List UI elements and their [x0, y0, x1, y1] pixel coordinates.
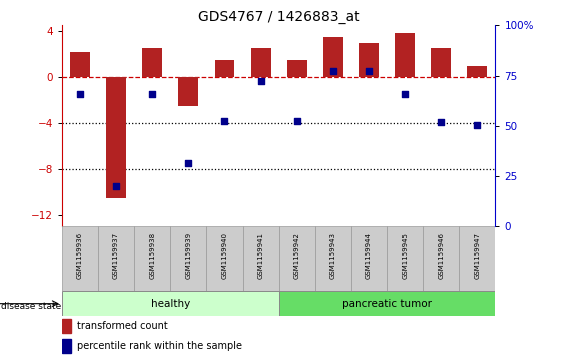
Text: GSM1159936: GSM1159936	[77, 232, 83, 279]
Bar	[467, 66, 488, 77]
Text: disease state: disease state	[1, 302, 61, 311]
Point	[437, 119, 446, 125]
Text: percentile rank within the sample: percentile rank within the sample	[77, 341, 242, 351]
Point	[473, 122, 482, 128]
Bar	[279, 291, 495, 316]
Bar	[395, 33, 415, 77]
Bar	[279, 227, 315, 291]
Point	[220, 118, 229, 124]
Bar	[351, 227, 387, 291]
Bar	[62, 227, 98, 291]
Text: transformed count: transformed count	[77, 321, 168, 331]
Text: GSM1159941: GSM1159941	[258, 232, 263, 279]
Title: GDS4767 / 1426883_at: GDS4767 / 1426883_at	[198, 11, 360, 24]
Text: GSM1159944: GSM1159944	[366, 232, 372, 278]
Point	[292, 118, 301, 124]
Bar	[423, 227, 459, 291]
Point	[111, 183, 120, 189]
Bar	[62, 291, 279, 316]
Point	[364, 69, 373, 74]
Text: healthy: healthy	[151, 299, 190, 309]
Point	[75, 91, 84, 97]
Bar	[359, 42, 379, 77]
Point	[184, 160, 193, 166]
Bar	[287, 60, 307, 77]
Bar	[315, 227, 351, 291]
Point	[148, 91, 157, 97]
Bar	[106, 77, 126, 198]
Bar	[243, 227, 279, 291]
Bar	[178, 77, 198, 106]
Bar	[323, 37, 343, 77]
Bar	[459, 227, 495, 291]
Bar	[70, 52, 90, 77]
Bar	[98, 227, 134, 291]
Bar	[387, 227, 423, 291]
Bar	[207, 227, 243, 291]
Text: GSM1159942: GSM1159942	[294, 232, 300, 278]
Text: GSM1159945: GSM1159945	[402, 232, 408, 278]
Text: GSM1159947: GSM1159947	[475, 232, 480, 279]
Bar	[431, 48, 451, 77]
Bar	[251, 48, 271, 77]
Text: GSM1159940: GSM1159940	[221, 232, 227, 279]
Text: GSM1159938: GSM1159938	[149, 232, 155, 279]
Bar	[171, 227, 207, 291]
Bar	[62, 319, 72, 333]
Point	[328, 69, 337, 74]
Point	[401, 91, 410, 97]
Bar	[134, 227, 171, 291]
Text: GSM1159939: GSM1159939	[185, 232, 191, 279]
Bar	[62, 339, 72, 352]
Bar	[215, 60, 234, 77]
Point	[256, 78, 265, 83]
Text: GSM1159946: GSM1159946	[438, 232, 444, 279]
Bar	[142, 48, 162, 77]
Text: GSM1159943: GSM1159943	[330, 232, 336, 279]
Text: pancreatic tumor: pancreatic tumor	[342, 299, 432, 309]
Text: GSM1159937: GSM1159937	[113, 232, 119, 279]
